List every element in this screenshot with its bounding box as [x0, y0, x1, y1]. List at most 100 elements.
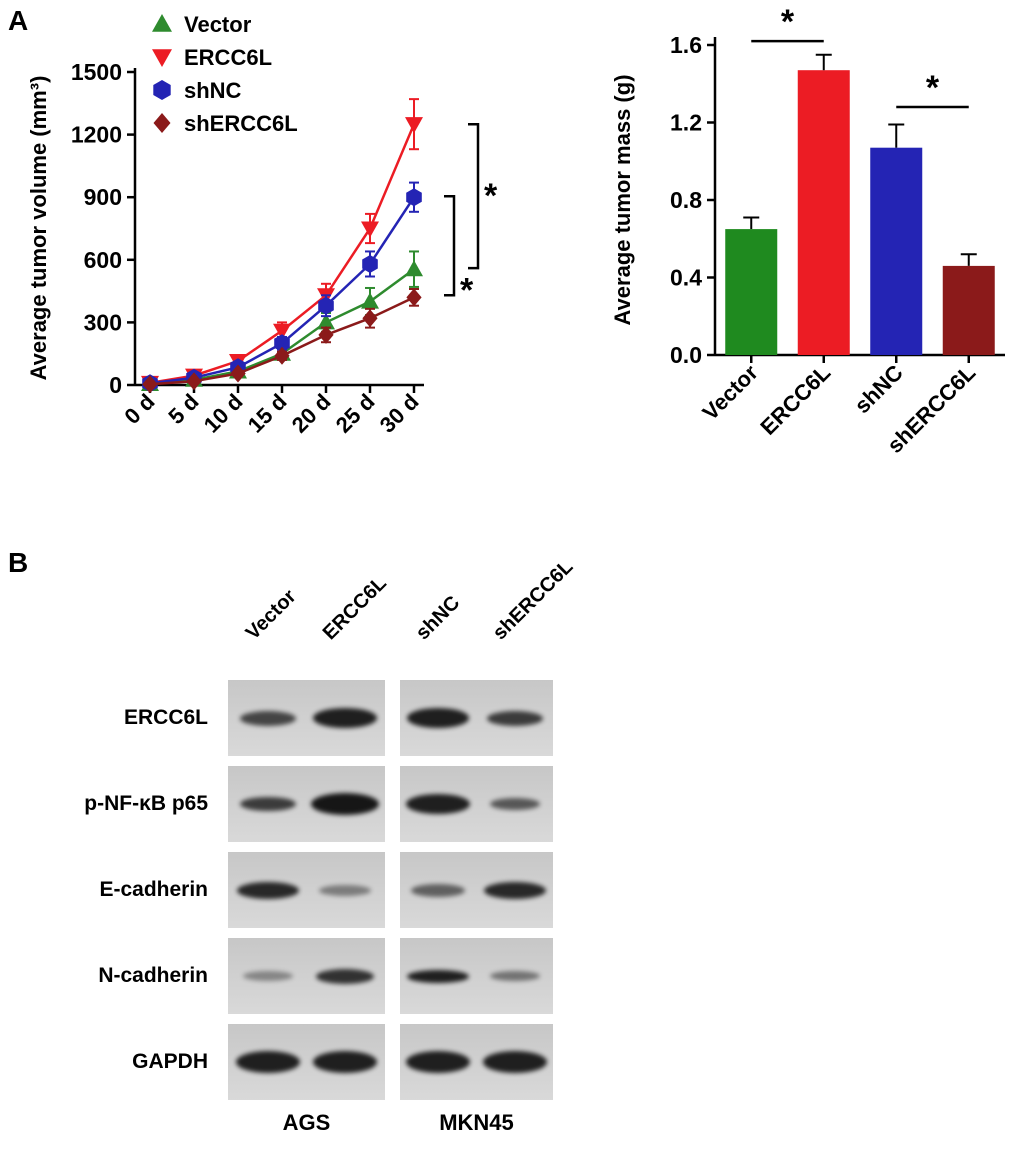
x-tick-label: Vector: [698, 360, 764, 426]
band-N-cadherin-ERCC6L: [316, 968, 374, 984]
lane-label-vector: Vector: [241, 585, 301, 645]
x-tick-label: shNC: [849, 360, 907, 418]
sig-star-1: *: [460, 271, 474, 309]
band-E-cadherin-Vector: [237, 881, 299, 899]
y-tick-label: 300: [84, 309, 122, 335]
triangle-down-marker: [361, 221, 379, 238]
blot-pnfkb-mkn45: [400, 766, 553, 842]
triangle-down-marker: [273, 323, 291, 340]
bar-ERCC6L: [797, 70, 850, 355]
x-tick-label: 20 d: [287, 389, 336, 438]
x-tick-label: ERCC6L: [755, 360, 835, 440]
band-GAPDH-shNC: [406, 1051, 470, 1073]
legend-label-shNC: shNC: [184, 78, 242, 103]
lane-label-shercc6l: shERCC6L: [488, 555, 578, 645]
cellline-label-mkn45: MKN45: [439, 1110, 514, 1135]
blot-gapdh-ags: [228, 1024, 385, 1100]
diamond-marker: [406, 288, 422, 307]
band-ERCC6L-ERCC6L: [313, 708, 377, 728]
diamond-marker: [153, 113, 171, 133]
blot-ecadherin-ags: [228, 852, 385, 928]
y-axis-title: Average tumor mass (g): [610, 74, 635, 325]
diamond-marker: [142, 375, 158, 394]
lane-label-shnc: shNC: [411, 591, 465, 645]
bar-Vector: [725, 229, 778, 355]
band-p-NF-κB p65-Vector: [240, 797, 296, 811]
blot-ncadherin-mkn45: [400, 938, 553, 1014]
y-tick-label: 1500: [71, 59, 122, 85]
sig-star-0: *: [781, 3, 795, 41]
hexagon-marker: [153, 80, 171, 100]
sig-star-1: *: [926, 69, 940, 107]
blot-gapdh-mkn45: [400, 1024, 553, 1100]
band-E-cadherin-ERCC6L: [319, 884, 371, 896]
band-GAPDH-Vector: [236, 1051, 300, 1073]
band-E-cadherin-shERCC6L: [484, 881, 546, 899]
y-tick-label: 1200: [71, 122, 122, 148]
x-tick-label: 10 d: [199, 389, 248, 438]
tumor-mass-bar-chart: 0.0 0.4 0.8 1.2 1.6 Average tumor mass (g) Vec…: [610, 3, 1005, 458]
blot-pnfkb-ags: [228, 766, 385, 842]
triangle-up-marker: [317, 313, 335, 330]
row-label-pnfkb-p65: p-NF-κB p65: [84, 792, 208, 815]
triangle-down-marker: [405, 117, 423, 134]
panel-a-label: A: [8, 5, 29, 36]
y-tick-label: 0.4: [670, 265, 702, 291]
band-ERCC6L-shNC: [407, 708, 469, 728]
y-tick-label: 1.2: [670, 110, 702, 136]
western-blot-panel: B Vector ERCC6L shNC shERCC6L ERCC6L p-N…: [0, 540, 1020, 1160]
x-tick-label: 5 d: [163, 389, 203, 429]
sig-bracket-0: [468, 122, 480, 270]
diamond-marker: [186, 372, 202, 391]
legend-label-shERCC6L: shERCC6L: [184, 111, 298, 136]
band-p-NF-κB p65-ERCC6L: [311, 793, 379, 815]
band-ERCC6L-Vector: [240, 710, 296, 726]
hexagon-marker: [406, 188, 422, 207]
panel-b-label: B: [8, 547, 29, 578]
lane-label-ercc6l: ERCC6L: [318, 572, 391, 645]
legend-label-ERCC6L: ERCC6L: [184, 45, 272, 70]
band-E-cadherin-shNC: [411, 883, 465, 897]
bar-shNC: [870, 147, 923, 355]
row-label-ecadherin: E-cadherin: [99, 878, 208, 901]
band-p-NF-κB p65-shERCC6L: [490, 798, 540, 810]
band-N-cadherin-shERCC6L: [490, 971, 540, 981]
band-N-cadherin-Vector: [243, 971, 293, 981]
y-tick-label: 900: [84, 184, 122, 210]
x-tick-label: 15 d: [243, 389, 292, 438]
triangle-up-marker: [361, 292, 379, 309]
row-label-gapdh: GAPDH: [132, 1050, 208, 1073]
blot-ncadherin-ags: [228, 938, 385, 1014]
diamond-marker: [230, 364, 246, 383]
hexagon-marker: [318, 296, 334, 315]
y-tick-label: 0.8: [670, 187, 702, 213]
triangle-down-marker: [152, 49, 172, 67]
blot-ercc6l-mkn45: [400, 680, 553, 756]
band-GAPDH-shERCC6L: [483, 1051, 547, 1073]
hexagon-marker: [274, 334, 290, 353]
diamond-marker: [274, 346, 290, 365]
x-tick-label: 30 d: [375, 389, 424, 438]
y-tick-label: 0: [109, 372, 122, 398]
blot-ercc6l-ags: [228, 680, 385, 756]
legend-label-Vector: Vector: [184, 12, 252, 37]
row-label-ercc6l: ERCC6L: [123, 706, 208, 729]
x-tick-label: 25 d: [331, 389, 380, 438]
triangle-up-marker: [152, 14, 172, 32]
sig-bracket-1: [444, 194, 456, 297]
hexagon-marker: [362, 255, 378, 273]
triangle-up-marker: [405, 260, 423, 277]
row-label-ncadherin: N-cadherin: [98, 964, 208, 987]
sig-star-0: *: [484, 177, 498, 215]
diamond-marker: [362, 309, 378, 328]
blot-ecadherin-mkn45: [400, 852, 553, 928]
y-tick-label: 1.6: [670, 32, 702, 58]
cellline-label-ags: AGS: [282, 1110, 331, 1135]
bar-shERCC6L: [942, 265, 995, 355]
x-tick-label: 0 d: [119, 389, 159, 429]
diamond-marker: [318, 325, 334, 344]
band-p-NF-κB p65-shNC: [406, 794, 470, 814]
y-axis-title: Average tumor volume (mm³): [26, 76, 51, 381]
y-tick-label: 0.0: [670, 342, 702, 368]
y-tick-label: 600: [84, 247, 122, 273]
